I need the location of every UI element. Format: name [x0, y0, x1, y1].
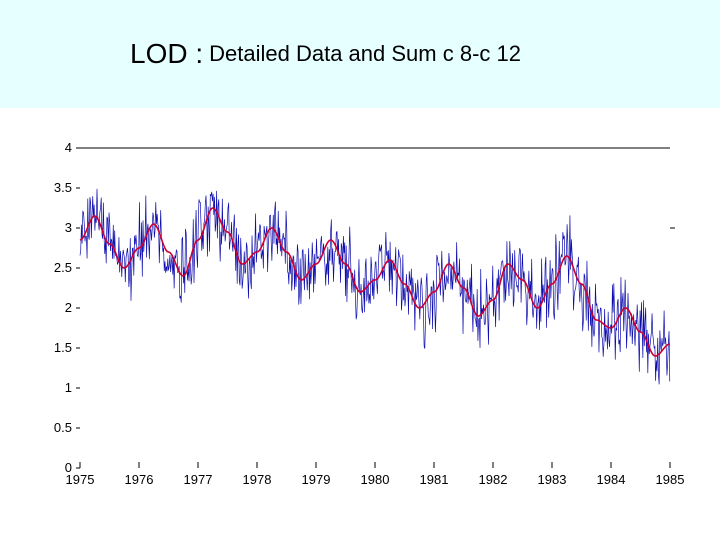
y-tick-label: 2 [65, 300, 72, 315]
y-tick-label: 2.5 [54, 260, 72, 275]
y-tick-label: 4 [65, 140, 72, 155]
x-tick-label: 1984 [597, 472, 626, 487]
x-tick-label: 1983 [538, 472, 567, 487]
series-smooth [80, 208, 670, 356]
x-tick-label: 1976 [125, 472, 154, 487]
x-tick-label: 1975 [66, 472, 95, 487]
chart-area: 00.511.522.533.5419751976197719781979198… [0, 108, 720, 540]
series-detailed [80, 189, 670, 384]
x-tick-label: 1980 [361, 472, 390, 487]
y-tick-label: 1 [65, 380, 72, 395]
x-tick-label: 1977 [184, 472, 213, 487]
y-tick-label: 3 [65, 220, 72, 235]
y-tick-label: 1.5 [54, 340, 72, 355]
x-tick-label: 1985 [656, 472, 685, 487]
x-tick-label: 1979 [302, 472, 331, 487]
title-bar: LOD : Detailed Data and Sum c 8-c 12 [0, 0, 720, 108]
title-sub: Detailed Data and Sum c 8-c 12 [209, 41, 521, 67]
x-tick-label: 1978 [243, 472, 272, 487]
x-tick-label: 1982 [479, 472, 508, 487]
chart-svg: 00.511.522.533.5419751976197719781979198… [0, 108, 720, 540]
y-tick-label: 0.5 [54, 420, 72, 435]
x-tick-label: 1981 [420, 472, 449, 487]
title-main: LOD : [130, 38, 203, 70]
y-tick-label: 3.5 [54, 180, 72, 195]
